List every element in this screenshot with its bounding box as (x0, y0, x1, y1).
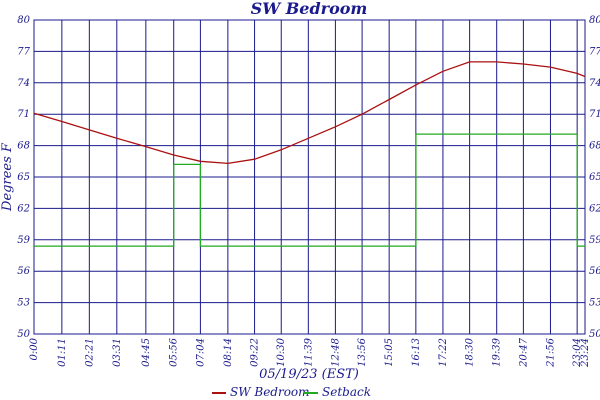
x-tick-label: 03:31 (112, 338, 123, 367)
y-tick-label-left: 62 (17, 203, 30, 214)
chart-title: SW Bedroom (251, 0, 368, 18)
x-tick-label: 05:56 (169, 337, 180, 366)
x-axis-ticks: 0:00 01:11 02:21 03:31 04:45 05:56 07:04 08:14 0… (29, 337, 591, 367)
grid-lines (33, 19, 586, 335)
y-tick-label-right: 53 (589, 298, 600, 309)
y-tick-label-left: 59 (17, 235, 30, 246)
x-tick-label: 08:14 (223, 338, 234, 367)
x-tick-label: 13:56 (357, 337, 368, 366)
y-tick-label-left: 50 (17, 329, 30, 340)
y-axis-ticks-right: 50 53 56 59 62 65 68 71 74 77 80 (589, 15, 600, 340)
x-tick-label: 04:45 (141, 338, 152, 367)
y-tick-label-right: 74 (589, 78, 600, 89)
series-line-sw-bedroom (33, 61, 586, 165)
x-tick-label: 23:04 (572, 338, 583, 368)
y-tick-label-right: 59 (589, 235, 600, 246)
y-tick-label-right: 56 (589, 266, 600, 277)
x-tick-label: 0:00 (29, 337, 40, 360)
x-tick-label: 18:30 (465, 337, 476, 366)
y-tick-label-left: 74 (17, 78, 30, 89)
x-tick-label: 20:47 (518, 337, 529, 367)
x-tick-label: 09:22 (250, 338, 261, 367)
y-tick-label-left: 53 (17, 298, 30, 309)
legend: SW Bedroom Setback (212, 385, 371, 399)
x-tick-label: 19:39 (492, 337, 503, 366)
x-axis-label: 05/19/23 (EST) (259, 367, 359, 382)
series-line-setback (34, 133, 585, 247)
x-tick-label: 16:13 (411, 338, 422, 367)
x-tick-label: 21:56 (545, 337, 556, 367)
x-tick-label: 02:21 (84, 338, 95, 367)
x-tick-label: 07:04 (195, 338, 206, 367)
x-tick-label: 23:24 (580, 338, 591, 368)
y-axis-label: Degrees F (0, 142, 15, 212)
x-tick-label: 12:48 (330, 338, 341, 367)
y-tick-label-left: 56 (17, 266, 30, 277)
y-tick-label-right: 77 (589, 46, 600, 57)
x-tick-label: 15:05 (384, 338, 395, 367)
x-tick-label: 01:11 (57, 338, 68, 367)
legend-label: Setback (322, 385, 371, 399)
y-tick-label-right: 71 (589, 109, 600, 120)
y-tick-label-left: 68 (17, 141, 30, 152)
y-tick-label-left: 65 (17, 172, 30, 183)
y-tick-label-right: 68 (589, 141, 600, 152)
y-tick-label-right: 80 (589, 15, 600, 26)
y-tick-label-right: 65 (589, 172, 600, 183)
y-tick-label-right: 62 (589, 203, 600, 214)
y-tick-label-left: 77 (17, 46, 30, 57)
y-tick-label-right: 50 (589, 329, 600, 340)
x-tick-label: 17:22 (438, 338, 449, 367)
series-lines (33, 61, 586, 247)
x-tick-label: 10:30 (276, 337, 287, 366)
y-tick-label-left: 80 (17, 15, 30, 26)
legend-label: SW Bedroom (230, 385, 310, 399)
x-tick-label: 11:39 (303, 337, 314, 366)
y-axis-ticks-left: 50 53 56 59 62 65 68 71 74 77 80 (17, 15, 30, 340)
y-tick-label-left: 71 (17, 109, 30, 120)
